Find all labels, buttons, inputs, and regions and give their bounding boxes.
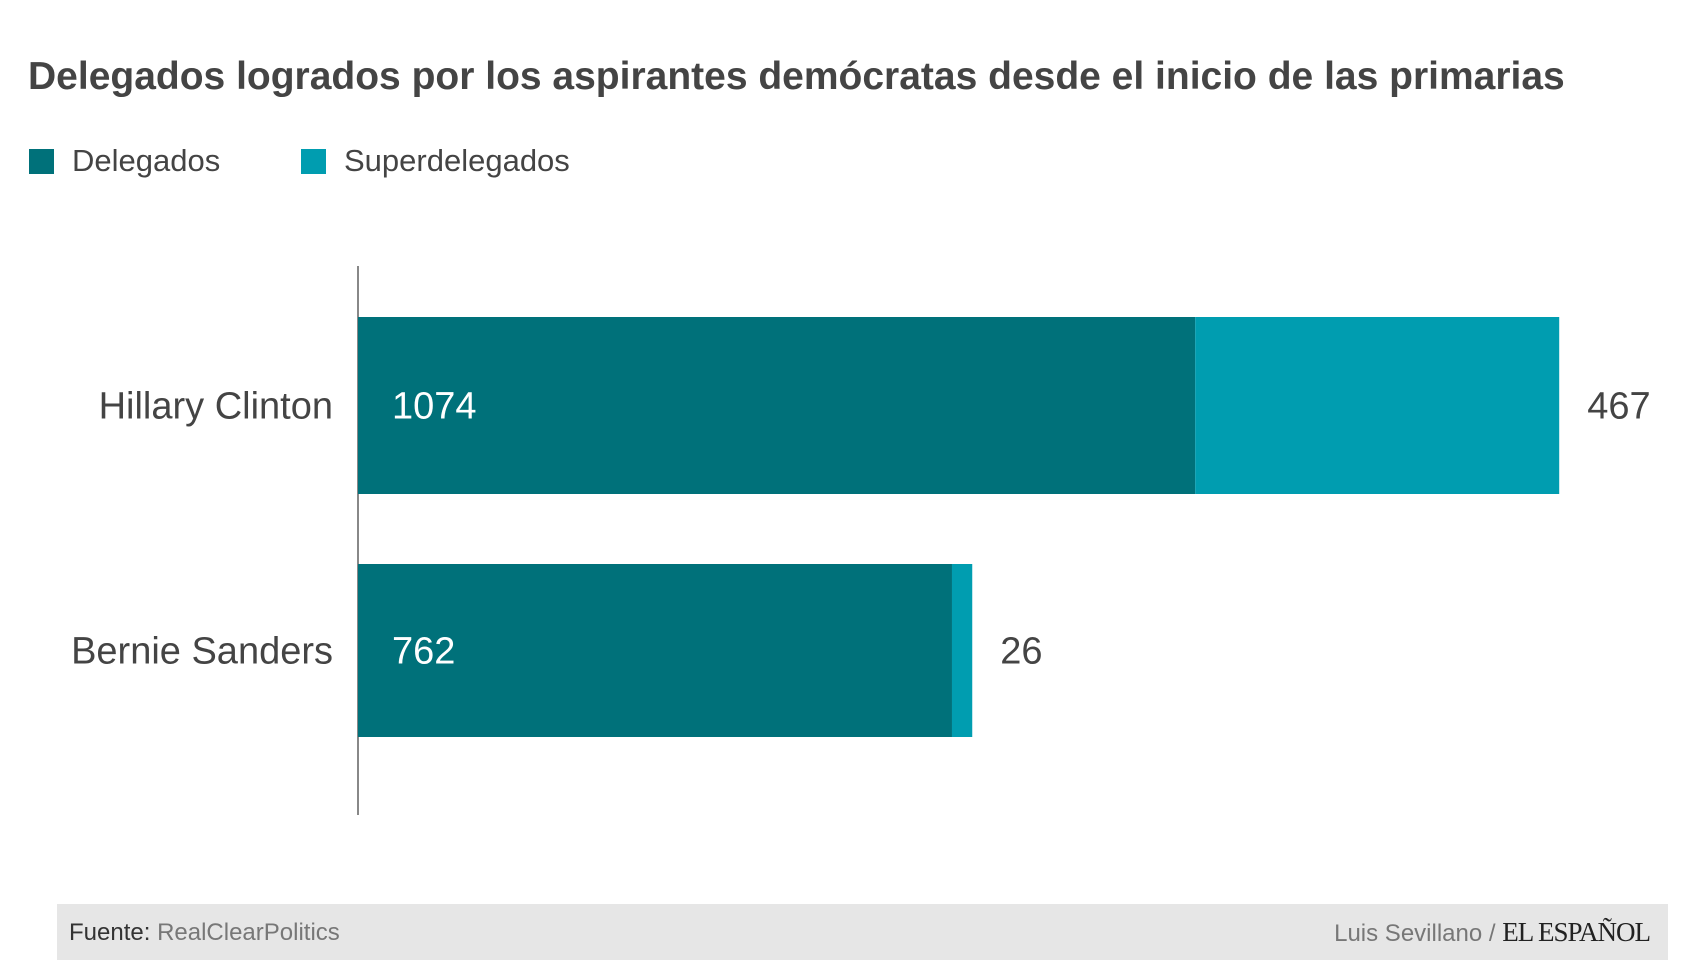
category-label: Hillary Clinton [99, 386, 333, 428]
data-label-delegados: 1074 [392, 386, 477, 428]
data-label-delegados: 762 [392, 631, 455, 673]
plot-area: Hillary Clinton 1074 467 Bernie Sanders 762 2… [71, 266, 1651, 815]
category-label: Bernie Sanders [71, 631, 333, 673]
legend-swatch [301, 148, 326, 174]
bar-superdelegados [951, 564, 973, 737]
chart-title: Delegados logrados por los aspirantes de… [28, 55, 1565, 98]
credit: Luis Sevillano / EL ESPAÑOL [1334, 917, 1651, 947]
legend-item-superdelegados: Superdelegados [301, 143, 570, 179]
bar-superdelegados [1195, 317, 1560, 494]
legend-label: Superdelegados [344, 143, 570, 178]
data-label-superdelegados: 26 [1000, 631, 1042, 673]
footer: Fuente: RealClearPolitics Luis Sevillano… [57, 904, 1668, 960]
legend-label: Delegados [72, 143, 221, 178]
bar-delegados [358, 564, 952, 737]
source: Fuente: RealClearPolitics [69, 919, 340, 946]
data-label-superdelegados: 467 [1587, 386, 1650, 428]
bar-delegados [358, 317, 1196, 494]
legend-swatch [29, 148, 54, 174]
el-espanol-logo: EL ESPAÑOL [1502, 917, 1651, 947]
legend-item-delegados: Delegados [29, 143, 220, 179]
